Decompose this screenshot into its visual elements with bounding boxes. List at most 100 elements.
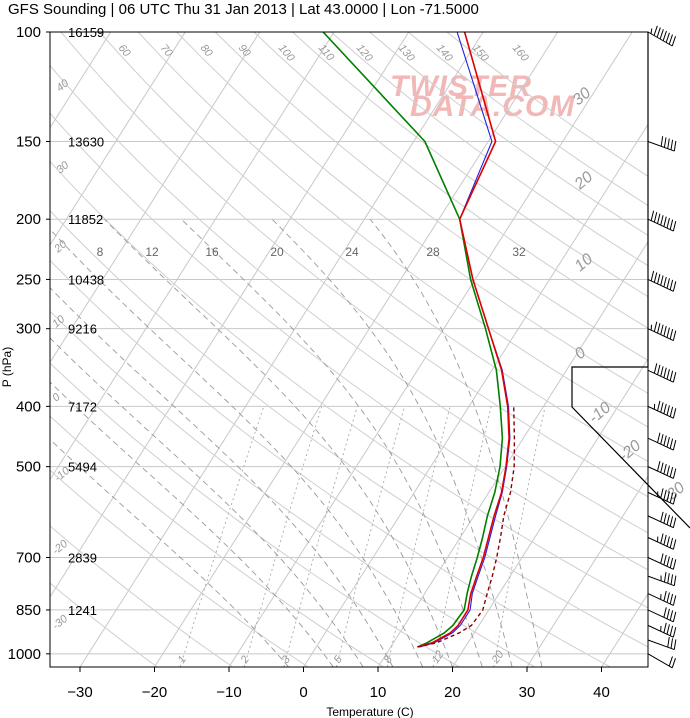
wind-barb-feather <box>657 432 661 443</box>
wind-barb-feather <box>670 638 674 649</box>
wind-barb-feather <box>663 276 667 287</box>
wind-barb-feather <box>666 405 670 416</box>
wind-barb-feather <box>671 36 676 47</box>
wind-barb-feather <box>659 29 664 40</box>
wind-barb-feather <box>672 281 677 292</box>
dry-adiabat <box>50 525 233 667</box>
mixing-ratio-line <box>493 406 546 667</box>
wind-barb-feather <box>660 215 664 226</box>
wind-barb-feather <box>666 491 670 502</box>
dry-adiabat-label: 100 <box>276 42 298 64</box>
wind-barb-staff <box>647 653 673 669</box>
wind-barb-feather <box>667 573 670 584</box>
sounding-traces <box>322 32 516 648</box>
wind-barb-feather <box>672 220 677 232</box>
wind-barb-feather <box>666 218 670 229</box>
dry-adiabat <box>446 32 648 177</box>
dry-adiabat <box>50 582 158 667</box>
height-label: 5494 <box>68 460 97 475</box>
wind-barb-feather <box>667 636 670 648</box>
wind-profile-panel <box>571 32 690 667</box>
pressure-tick-label: 200 <box>16 211 41 228</box>
moist-adiabat-label: 32 <box>512 245 526 259</box>
moist-adiabat-label: 24 <box>345 245 359 259</box>
isotherm-label-right: -20 <box>616 437 645 465</box>
moist-adiabat <box>369 218 543 667</box>
moist-adiabat <box>271 218 513 667</box>
chart-title: GFS Sounding | 06 UTC Thu 31 Jan 2013 | … <box>8 1 479 18</box>
pressure-tick-label: 150 <box>16 133 41 150</box>
pressure-tick-label: 300 <box>16 321 41 338</box>
pressure-tick-label: 850 <box>16 602 41 619</box>
isotherm-line <box>228 32 633 667</box>
wind-barb-feather <box>669 370 674 381</box>
dry-adiabat <box>176 32 648 394</box>
dry-adiabat <box>50 469 309 667</box>
isotherm-label-right: 20 <box>571 169 596 194</box>
moist-adiabat-label: 16 <box>205 245 219 259</box>
wind-barb-feather <box>669 466 674 478</box>
wind-barb-feather <box>663 489 667 500</box>
wind-barb-feather <box>672 494 677 505</box>
dry-adiabat-label: 90 <box>236 42 254 60</box>
dry-adiabat <box>137 32 648 428</box>
wind-barb-staff <box>647 328 674 341</box>
wind-barb-feather <box>660 366 664 377</box>
dry-adiabat <box>99 32 648 463</box>
moist-adiabat <box>104 218 453 667</box>
wind-barb-feather <box>663 607 667 618</box>
series-dew-point <box>322 32 504 648</box>
wind-barb-feather <box>660 434 664 445</box>
wind-barb-feather <box>672 539 677 550</box>
wind-barb-feather <box>666 369 670 380</box>
wind-barb-feather <box>669 492 674 503</box>
wind-barb-feather <box>666 327 670 338</box>
pressure-tick-label: 500 <box>16 459 41 476</box>
x-tick-label: −30 <box>67 684 92 701</box>
wind-barb-feather <box>666 624 670 635</box>
wind-barb-feather <box>666 465 670 476</box>
dry-adiabat <box>214 32 648 361</box>
wind-barb-feather <box>672 611 677 622</box>
isotherm-label-left: 30 <box>54 159 72 177</box>
isotherm-line <box>452 358 648 667</box>
dry-adiabat-label: 160 <box>510 42 532 64</box>
wind-barb-feather <box>663 590 667 602</box>
mixing-ratio-line <box>432 406 492 667</box>
isotherm-label-left: 0 <box>50 391 63 405</box>
wind-barb-feather <box>653 321 658 332</box>
wind-barb-feather <box>660 553 664 564</box>
height-label: 1241 <box>68 603 97 618</box>
mixing-ratio-label: 12 <box>430 649 447 666</box>
isotherm-label-left: 40 <box>54 77 72 95</box>
wind-barb-feather <box>672 559 677 570</box>
wind-barb-feather <box>672 330 677 341</box>
wind-barb-feather <box>660 511 664 522</box>
isotherm-line <box>50 32 335 481</box>
wind-barb-feather <box>660 533 664 544</box>
wind-barb-feather <box>663 216 667 227</box>
wind-barb-feather <box>663 534 667 546</box>
wind-barb-feather <box>673 575 677 586</box>
dry-adiabat-label: 120 <box>354 42 376 64</box>
isotherm-line <box>526 475 648 667</box>
wind-barb-feather <box>660 324 664 335</box>
isotherm-label-right: -10 <box>586 399 615 427</box>
pressure-tick-label: 250 <box>16 271 41 288</box>
wind-barb-feather <box>663 622 667 633</box>
dry-adiabat <box>50 160 648 609</box>
mixing-ratio-line <box>335 406 406 667</box>
moist-adiabat-label: 20 <box>270 245 284 259</box>
series-temperature <box>417 32 510 648</box>
dry-adiabat <box>50 112 648 571</box>
height-label: 10438 <box>68 272 104 287</box>
moist-adiabat <box>50 438 289 667</box>
wind-barbs <box>647 25 677 669</box>
wind-barb-feather <box>653 212 658 223</box>
isotherm-line <box>676 32 690 667</box>
wind-barb-feather <box>663 137 667 148</box>
